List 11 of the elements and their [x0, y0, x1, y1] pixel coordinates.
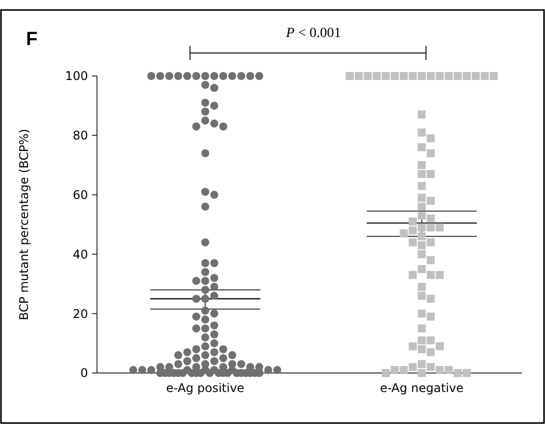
x-tick-label: e-Ag positive — [166, 381, 244, 395]
y-axis-title: BCP mutant percentage (BCP%) — [17, 128, 31, 320]
y-tick-label: 20 — [72, 306, 88, 321]
y-tick-label: 100 — [65, 69, 88, 84]
y-tick-label: 40 — [72, 247, 88, 262]
text: P < 0.001 — [285, 26, 341, 41]
y-tick-label: 60 — [72, 188, 88, 202]
y-tick-label: 80 — [72, 128, 88, 143]
y-tick-label: 0 — [80, 366, 88, 380]
chart-title: F — [26, 29, 38, 50]
x-tick-label: e-Ag negative — [380, 381, 464, 395]
